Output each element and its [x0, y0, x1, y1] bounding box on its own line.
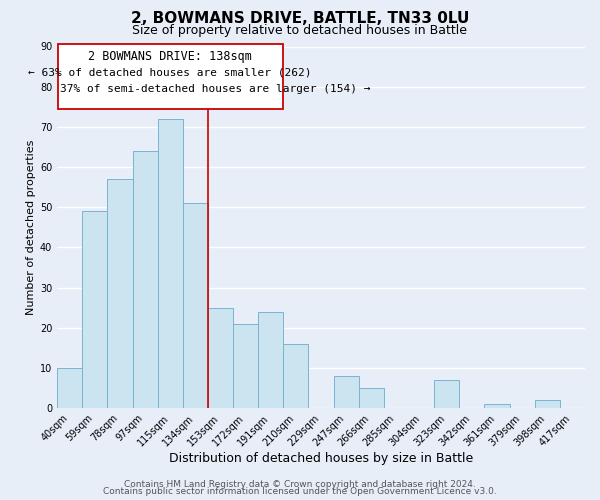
X-axis label: Distribution of detached houses by size in Battle: Distribution of detached houses by size …: [169, 452, 473, 465]
Bar: [484, 404, 509, 408]
Bar: [258, 312, 283, 408]
Bar: [82, 211, 107, 408]
Text: Contains public sector information licensed under the Open Government Licence v3: Contains public sector information licen…: [103, 487, 497, 496]
Bar: [183, 203, 208, 408]
Bar: [233, 324, 258, 408]
Bar: [208, 308, 233, 408]
Text: ← 63% of detached houses are smaller (262): ← 63% of detached houses are smaller (26…: [28, 68, 312, 78]
Bar: [434, 380, 460, 408]
Bar: [334, 376, 359, 408]
Bar: [158, 119, 183, 408]
Bar: [535, 400, 560, 408]
Y-axis label: Number of detached properties: Number of detached properties: [26, 140, 36, 315]
FancyBboxPatch shape: [58, 44, 283, 109]
Text: Size of property relative to detached houses in Battle: Size of property relative to detached ho…: [133, 24, 467, 37]
Bar: [133, 151, 158, 408]
Bar: [107, 179, 133, 408]
Text: 2, BOWMANS DRIVE, BATTLE, TN33 0LU: 2, BOWMANS DRIVE, BATTLE, TN33 0LU: [131, 11, 469, 26]
Text: 37% of semi-detached houses are larger (154) →: 37% of semi-detached houses are larger (…: [60, 84, 371, 94]
Bar: [283, 344, 308, 408]
Text: Contains HM Land Registry data © Crown copyright and database right 2024.: Contains HM Land Registry data © Crown c…: [124, 480, 476, 489]
Bar: [359, 388, 384, 408]
Bar: [57, 368, 82, 408]
Text: 2 BOWMANS DRIVE: 138sqm: 2 BOWMANS DRIVE: 138sqm: [88, 50, 252, 63]
